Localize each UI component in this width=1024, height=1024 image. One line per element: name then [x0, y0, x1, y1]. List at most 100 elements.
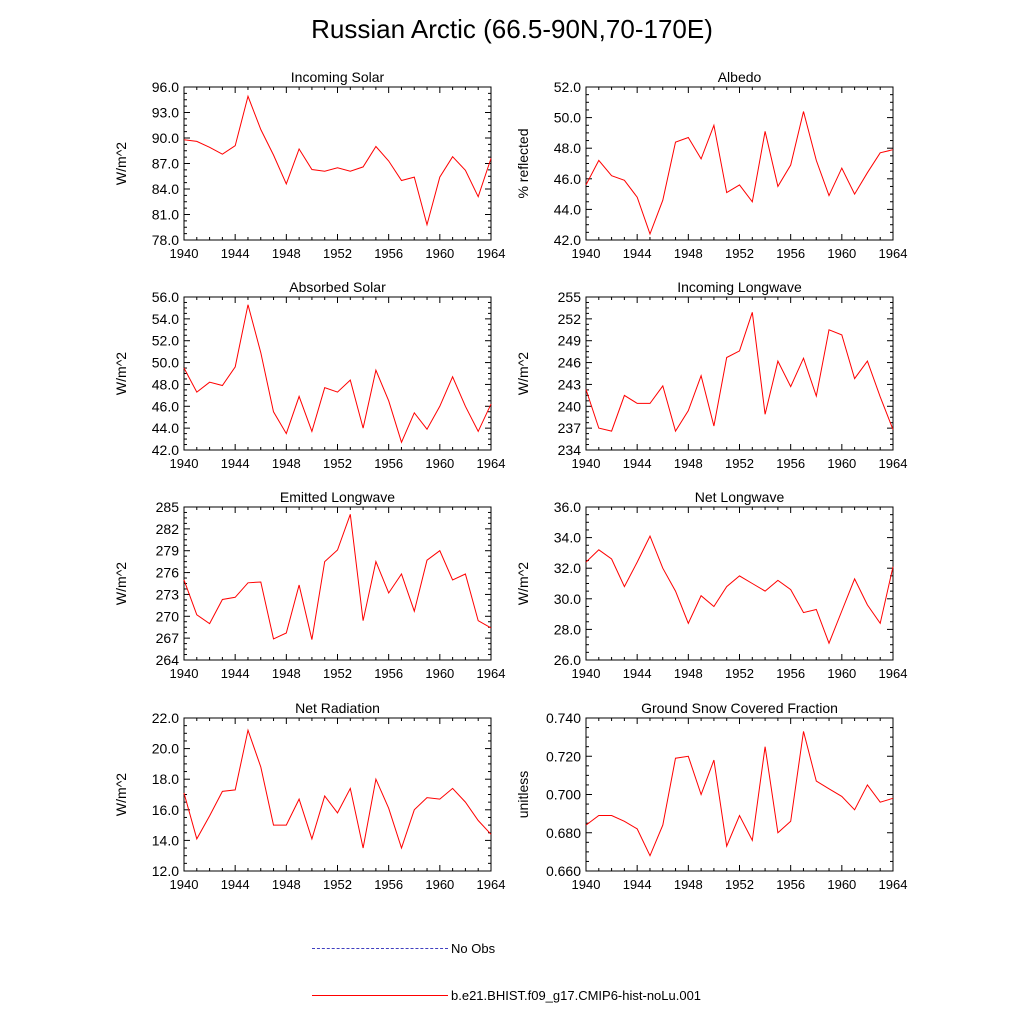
x-tick-label: 1952 — [323, 666, 352, 681]
y-tick-label: 48.0 — [554, 140, 581, 156]
x-tick-label: 1948 — [674, 877, 703, 892]
panel-3: Incoming Longwave W/m^2 1940 1944 1948 1952 19… — [515, 279, 907, 471]
panel-title: Emitted Longwave — [280, 489, 395, 505]
x-tick-label: 1952 — [725, 246, 754, 261]
x-tick-label: 1948 — [674, 456, 703, 471]
x-tick-label: 1960 — [827, 246, 856, 261]
y-tick-label: 276 — [156, 565, 180, 581]
y-axis-label: W/m^2 — [515, 562, 531, 605]
y-tick-label: 32.0 — [554, 560, 581, 576]
y-tick-label: 273 — [156, 586, 180, 602]
panel-5: Net Longwave W/m^2 1940 1944 1948 1952 1956 196… — [515, 489, 907, 681]
x-tick-label: 1960 — [425, 246, 454, 261]
x-tick-label: 1940 — [170, 666, 199, 681]
plot-frame — [585, 717, 894, 872]
y-tick-label: 0.660 — [546, 863, 581, 879]
x-tick-label: 1956 — [374, 246, 403, 261]
y-tick-label: 0.700 — [546, 787, 581, 803]
x-tick-label: 1948 — [272, 666, 301, 681]
y-axis-label: W/m^2 — [113, 142, 129, 185]
panel-title: Absorbed Solar — [289, 279, 386, 295]
y-tick-label: 240 — [558, 398, 582, 414]
y-tick-label: 78.0 — [152, 232, 179, 248]
y-tick-label: 48.0 — [152, 376, 179, 392]
x-tick-label: 1952 — [323, 456, 352, 471]
y-tick-label: 50.0 — [554, 110, 581, 126]
y-tick-label: 52.0 — [554, 79, 581, 95]
x-tick-label: 1952 — [323, 246, 352, 261]
x-tick-label: 1940 — [170, 246, 199, 261]
y-tick-label: 264 — [156, 652, 180, 668]
series-line — [183, 514, 492, 640]
plot-frame — [585, 86, 894, 241]
plot-frame — [183, 506, 492, 661]
plot-frame — [183, 296, 492, 451]
y-tick-label: 255 — [558, 289, 582, 305]
y-tick-label: 50.0 — [152, 355, 179, 371]
y-axis-label: % reflected — [515, 128, 531, 198]
series-line — [585, 312, 894, 433]
y-tick-label: 52.0 — [152, 333, 179, 349]
y-tick-label: 28.0 — [554, 621, 581, 637]
x-tick-label: 1948 — [272, 246, 301, 261]
y-tick-label: 243 — [558, 376, 582, 392]
figure-title: Russian Arctic (66.5-90N,70-170E) — [311, 14, 713, 44]
x-tick-label: 1964 — [879, 246, 908, 261]
y-axis-label: W/m^2 — [515, 352, 531, 395]
legend-obs-line — [312, 948, 448, 949]
y-tick-label: 87.0 — [152, 156, 179, 172]
y-axis-label: W/m^2 — [113, 773, 129, 816]
y-tick-label: 12.0 — [152, 863, 179, 879]
series-line — [585, 534, 894, 645]
y-axis-label: W/m^2 — [113, 562, 129, 605]
y-tick-label: 18.0 — [152, 771, 179, 787]
x-tick-label: 1956 — [776, 666, 805, 681]
y-tick-label: 279 — [156, 543, 180, 559]
legend-obs-label: No Obs — [451, 941, 496, 956]
panel-title: Incoming Solar — [291, 69, 385, 85]
y-tick-label: 81.0 — [152, 207, 179, 223]
plot-frame — [183, 86, 492, 241]
y-axis-label: unitless — [515, 771, 531, 818]
x-tick-label: 1940 — [572, 877, 601, 892]
y-tick-label: 44.0 — [554, 201, 581, 217]
x-tick-label: 1956 — [374, 456, 403, 471]
y-tick-label: 234 — [558, 442, 582, 458]
plot-frame — [585, 506, 894, 661]
x-tick-label: 1956 — [776, 877, 805, 892]
y-tick-label: 0.720 — [546, 748, 581, 764]
x-tick-label: 1944 — [623, 456, 652, 471]
x-tick-label: 1960 — [827, 666, 856, 681]
x-tick-label: 1952 — [323, 877, 352, 892]
y-tick-label: 96.0 — [152, 79, 179, 95]
y-tick-label: 267 — [156, 630, 180, 646]
y-tick-label: 237 — [558, 420, 582, 436]
panel-1: Albedo % reflected 1940 1944 1948 1952 1956 196… — [515, 69, 907, 261]
panel-title: Net Longwave — [695, 489, 785, 505]
x-tick-label: 1960 — [425, 877, 454, 892]
y-tick-label: 44.0 — [152, 420, 179, 436]
x-tick-label: 1948 — [674, 666, 703, 681]
y-tick-label: 20.0 — [152, 741, 179, 757]
x-tick-label: 1940 — [170, 456, 199, 471]
x-tick-label: 1940 — [572, 666, 601, 681]
y-tick-label: 54.0 — [152, 311, 179, 327]
x-tick-label: 1960 — [827, 456, 856, 471]
panel-title: Net Radiation — [295, 700, 380, 716]
x-tick-label: 1940 — [572, 246, 601, 261]
x-tick-label: 1960 — [425, 456, 454, 471]
x-tick-label: 1940 — [170, 877, 199, 892]
x-tick-label: 1964 — [477, 666, 506, 681]
panel-7: Ground Snow Covered Fraction unitless 1940… — [515, 700, 907, 892]
panel-title: Ground Snow Covered Fraction — [641, 700, 838, 716]
series-line — [585, 731, 894, 857]
series-line — [183, 94, 492, 227]
x-tick-label: 1944 — [623, 877, 652, 892]
series-line — [183, 728, 492, 850]
x-tick-label: 1960 — [425, 666, 454, 681]
x-tick-label: 1956 — [374, 666, 403, 681]
series-line — [585, 111, 894, 236]
x-tick-label: 1944 — [221, 877, 250, 892]
y-tick-label: 56.0 — [152, 289, 179, 305]
